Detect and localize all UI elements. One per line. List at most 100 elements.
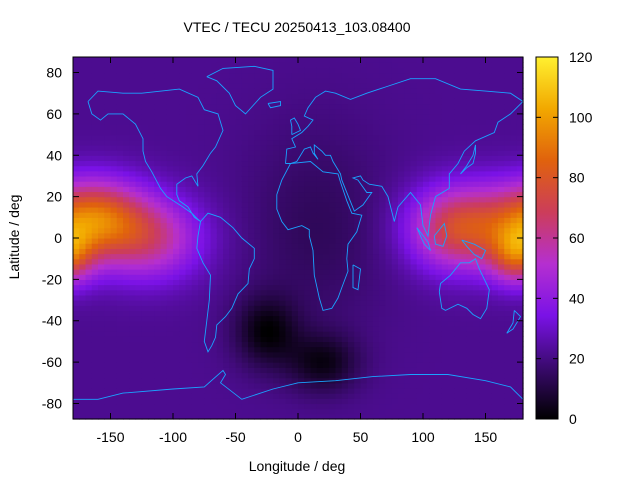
heatmap-cell [204,150,212,156]
heatmap-cell [166,413,174,420]
heatmap-cell [479,165,487,172]
heatmap-cell [173,243,180,249]
heatmap-cell [510,108,518,115]
heatmap-cell [360,294,368,301]
heatmap-cell [273,217,280,224]
heatmap-cell [360,144,368,151]
heatmap-cell [91,108,99,115]
heatmap-cell [398,243,405,249]
heatmap-cell [473,310,480,317]
heatmap-cell [441,320,449,327]
heatmap-cell [310,165,318,172]
heatmap-cell [135,274,143,280]
heatmap-cell [154,57,162,63]
heatmap-cell [160,62,168,68]
heatmap-cell [166,289,174,296]
heatmap-cell [160,222,168,229]
heatmap-cell [229,134,237,141]
heatmap-cell [304,150,312,156]
heatmap-cell [316,201,324,208]
heatmap-cell [341,279,349,286]
heatmap-cell [329,336,337,343]
heatmap-cell [348,269,355,275]
heatmap-cell [91,103,99,110]
heatmap-cell [179,150,187,156]
heatmap-cell [79,269,87,275]
heatmap-cell [391,284,399,291]
heatmap-cell [354,217,362,224]
heatmap-cell [229,212,237,218]
heatmap-cell [135,413,143,420]
heatmap-cell [104,196,112,203]
heatmap-cell [298,217,305,224]
heatmap-cell [254,181,262,187]
heatmap-cell [510,98,518,105]
heatmap-cell [266,175,274,182]
heatmap-cell [104,88,112,94]
heatmap-cell [473,238,480,244]
heatmap-cell [104,341,112,348]
heatmap-cell [423,186,430,193]
heatmap-cell [466,294,474,301]
heatmap-cell [91,119,99,125]
heatmap-cell [141,186,149,193]
heatmap-cell [179,62,187,68]
heatmap-cell [154,72,162,79]
heatmap-cell [229,362,237,368]
heatmap-cell [498,315,505,322]
heatmap-cell [454,408,462,415]
heatmap-cell [104,393,112,399]
heatmap-cell [448,181,455,187]
heatmap-cell [110,108,118,115]
heatmap-cell [323,206,330,213]
heatmap-cell [166,258,174,265]
heatmap-cell [110,248,118,255]
heatmap-cell [398,165,405,172]
heatmap-cell [154,222,162,229]
heatmap-cell [454,351,462,358]
heatmap-cell [160,196,168,203]
heatmap-cell [448,403,455,410]
heatmap-cell [460,300,468,306]
heatmap-cell [235,103,243,110]
heatmap-cell [479,206,487,213]
heatmap-cell [110,403,118,410]
heatmap-cell [498,93,505,99]
heatmap-cell [135,341,143,348]
heatmap-cell [398,331,405,337]
heatmap-cell [329,62,337,68]
heatmap-cell [216,77,224,84]
heatmap-cell [429,103,437,110]
heatmap-cell [135,129,143,136]
heatmap-cell [179,253,187,260]
heatmap-cell [335,134,343,141]
heatmap-cell [166,155,174,162]
heatmap-cell [485,398,493,405]
heatmap-cell [454,356,462,363]
heatmap-cell [91,82,99,89]
heatmap-cell [335,325,343,332]
heatmap-cell [185,274,193,280]
heatmap-cell [373,408,380,415]
heatmap-cell [441,362,449,368]
heatmap-cell [416,253,424,260]
heatmap-cell [423,248,430,255]
heatmap-cell [229,248,237,255]
heatmap-cell [329,165,337,172]
heatmap-cell [416,263,424,270]
heatmap-cell [323,310,330,317]
heatmap-cell [410,351,418,358]
heatmap-cell [373,165,380,172]
heatmap-cell [329,274,337,280]
heatmap-cell [273,269,280,275]
heatmap-cell [373,341,380,348]
heatmap-cell [73,186,80,193]
heatmap-cell [291,346,299,353]
heatmap-cell [373,77,380,84]
heatmap-cell [348,310,355,317]
heatmap-cell [298,351,305,358]
heatmap-cell [410,325,418,332]
heatmap-cell [104,124,112,130]
heatmap-cell [498,238,505,244]
heatmap-cell [454,124,462,130]
